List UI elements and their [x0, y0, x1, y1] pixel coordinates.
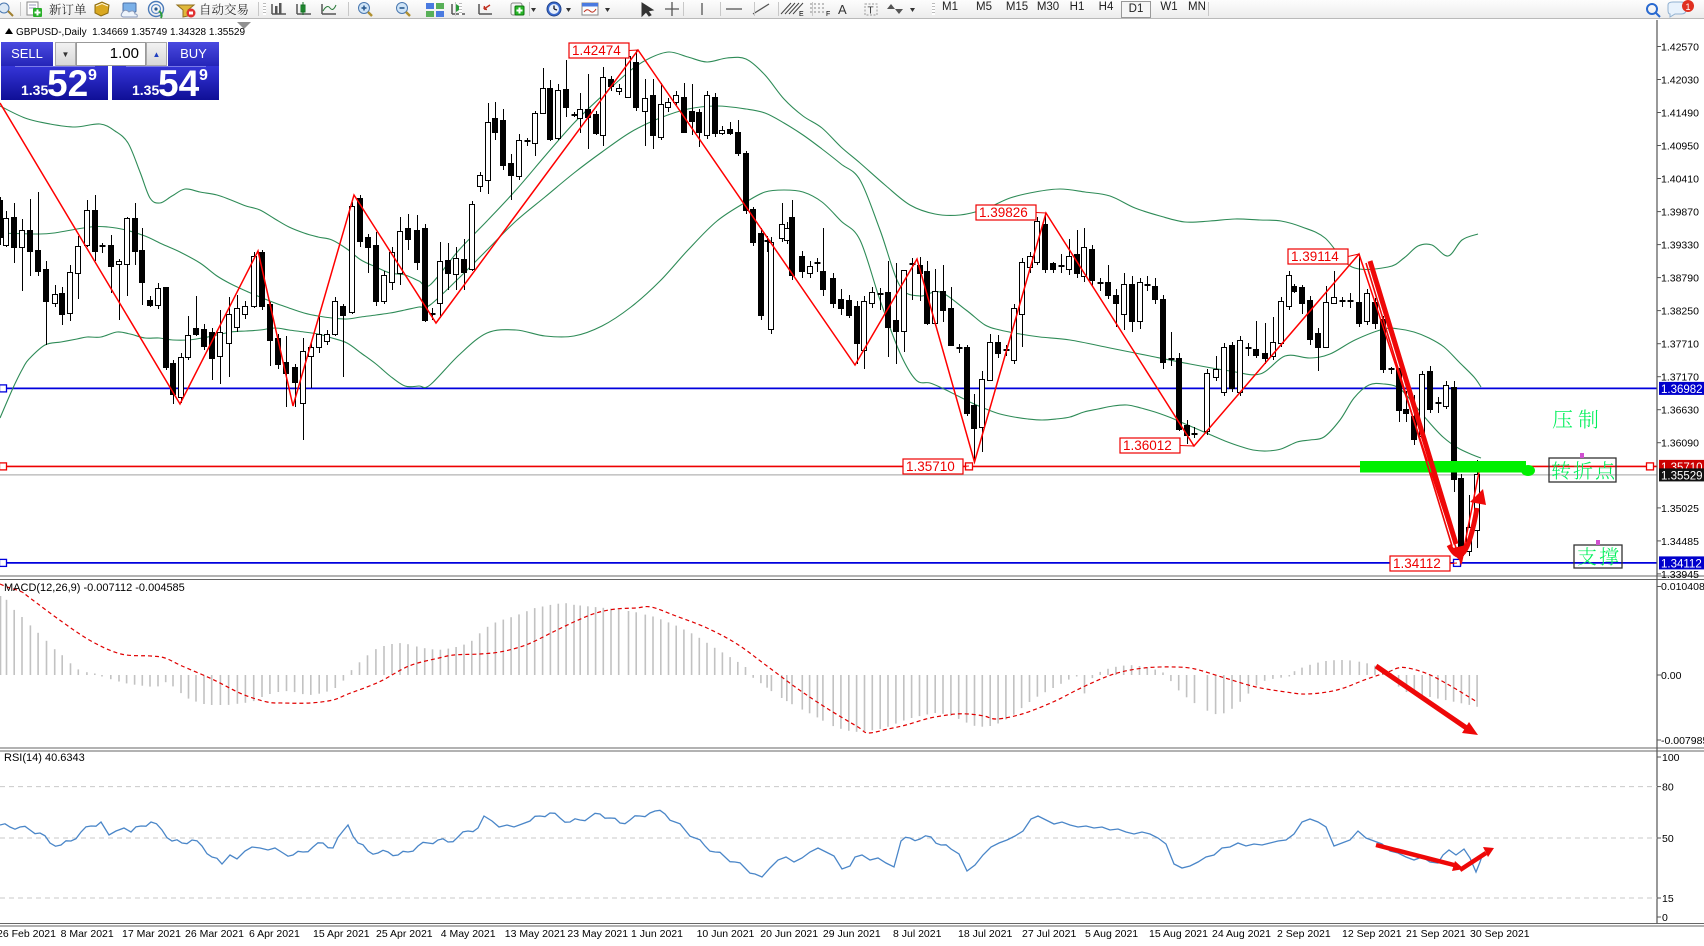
svg-text:1.39870: 1.39870 [1661, 207, 1699, 219]
svg-text:1.36982: 1.36982 [1661, 384, 1703, 396]
svg-text:RSI(14) 40.6343: RSI(14) 40.6343 [4, 752, 85, 764]
svg-text:1.40410: 1.40410 [1661, 174, 1699, 186]
svg-text:17 Mar 2021: 17 Mar 2021 [122, 928, 181, 940]
svg-text:23 May 2021: 23 May 2021 [567, 928, 628, 940]
svg-text:1.36090: 1.36090 [1661, 438, 1699, 450]
svg-text:80: 80 [1662, 782, 1674, 794]
svg-text:1.34485: 1.34485 [1661, 536, 1699, 548]
svg-text:F: F [826, 11, 830, 18]
svg-text:25 Apr 2021: 25 Apr 2021 [376, 928, 433, 940]
svg-text:1.36630: 1.36630 [1661, 405, 1699, 417]
svg-text:1.34112: 1.34112 [1661, 558, 1702, 570]
svg-text:8 Jul 2021: 8 Jul 2021 [893, 928, 942, 940]
svg-text:E: E [799, 11, 804, 18]
svg-text:24 Aug 2021: 24 Aug 2021 [1212, 928, 1271, 940]
svg-text:10 Jun 2021: 10 Jun 2021 [697, 928, 755, 940]
svg-text:26 Mar 2021: 26 Mar 2021 [185, 928, 244, 940]
svg-text:1.42570: 1.42570 [1661, 42, 1699, 54]
svg-text:26 Feb 2021: 26 Feb 2021 [0, 928, 56, 940]
svg-text:1.38790: 1.38790 [1661, 273, 1699, 285]
svg-text:21 Sep 2021: 21 Sep 2021 [1406, 928, 1466, 940]
svg-text:1.41490: 1.41490 [1661, 108, 1699, 120]
svg-text:0.00: 0.00 [1661, 670, 1682, 682]
svg-text:13 May 2021: 13 May 2021 [505, 928, 566, 940]
svg-text:5 Aug 2021: 5 Aug 2021 [1085, 928, 1138, 940]
svg-text:1.35025: 1.35025 [1661, 503, 1699, 515]
svg-text:1.36012: 1.36012 [1123, 438, 1172, 453]
svg-text:1.42474: 1.42474 [572, 43, 621, 58]
svg-text:12 Sep 2021: 12 Sep 2021 [1342, 928, 1402, 940]
svg-text:1.42030: 1.42030 [1661, 75, 1699, 87]
svg-text:1: 1 [1686, 2, 1691, 12]
svg-text:15 Apr 2021: 15 Apr 2021 [313, 928, 370, 940]
svg-text:0.010408: 0.010408 [1661, 581, 1704, 593]
svg-text:A: A [838, 2, 847, 17]
svg-text:29 Jun 2021: 29 Jun 2021 [823, 928, 881, 940]
svg-text:-0.007985: -0.007985 [1661, 735, 1704, 747]
svg-text:2 Sep 2021: 2 Sep 2021 [1277, 928, 1331, 940]
svg-text:6 Apr 2021: 6 Apr 2021 [249, 928, 300, 940]
svg-text:MACD(12,26,9) -0.007112 -0.004: MACD(12,26,9) -0.007112 -0.004585 [4, 582, 185, 594]
svg-text:GBPUSD-,Daily 1.34669 1.35749: GBPUSD-,Daily 1.34669 1.35749 1.34328 1.… [16, 27, 245, 38]
svg-text:1.39330: 1.39330 [1661, 240, 1699, 252]
svg-text:15: 15 [1662, 893, 1674, 905]
svg-text:27 Jul 2021: 27 Jul 2021 [1022, 928, 1076, 940]
svg-text:1 Jun 2021: 1 Jun 2021 [631, 928, 683, 940]
svg-text:1.35710: 1.35710 [906, 459, 955, 474]
svg-text:1.37170: 1.37170 [1661, 372, 1699, 384]
svg-text:8 Mar 2021: 8 Mar 2021 [61, 928, 114, 940]
svg-text:1.39826: 1.39826 [979, 205, 1028, 220]
svg-text:30 Sep 2021: 30 Sep 2021 [1470, 928, 1530, 940]
svg-text:4 May 2021: 4 May 2021 [441, 928, 496, 940]
svg-text:50: 50 [1662, 833, 1674, 845]
svg-text:1.37710: 1.37710 [1661, 339, 1699, 351]
svg-text:T: T [868, 6, 874, 17]
svg-text:1.38250: 1.38250 [1661, 306, 1699, 318]
svg-text:0: 0 [1662, 912, 1668, 924]
svg-text:1.33945: 1.33945 [1661, 569, 1699, 581]
svg-text:20 Jun 2021: 20 Jun 2021 [760, 928, 818, 940]
svg-text:1.34112: 1.34112 [1393, 556, 1441, 571]
svg-text:18 Jul 2021: 18 Jul 2021 [958, 928, 1012, 940]
svg-text:1.40950: 1.40950 [1661, 141, 1699, 153]
svg-text:100: 100 [1662, 752, 1680, 764]
svg-text:15 Aug 2021: 15 Aug 2021 [1149, 928, 1208, 940]
svg-text:1.39114: 1.39114 [1291, 249, 1339, 264]
svg-text:1.35529: 1.35529 [1661, 470, 1703, 482]
